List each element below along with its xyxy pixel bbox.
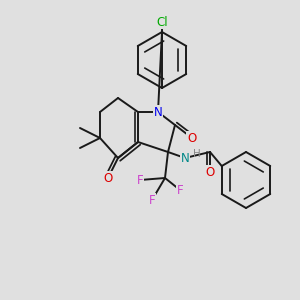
- Text: O: O: [188, 131, 196, 145]
- Text: O: O: [206, 166, 214, 178]
- Text: F: F: [177, 184, 183, 196]
- Text: N: N: [154, 106, 162, 118]
- Text: F: F: [149, 194, 155, 206]
- Text: F: F: [137, 173, 143, 187]
- Text: Cl: Cl: [156, 16, 168, 28]
- Text: H: H: [193, 149, 201, 159]
- Text: N: N: [181, 152, 189, 164]
- Text: O: O: [103, 172, 112, 184]
